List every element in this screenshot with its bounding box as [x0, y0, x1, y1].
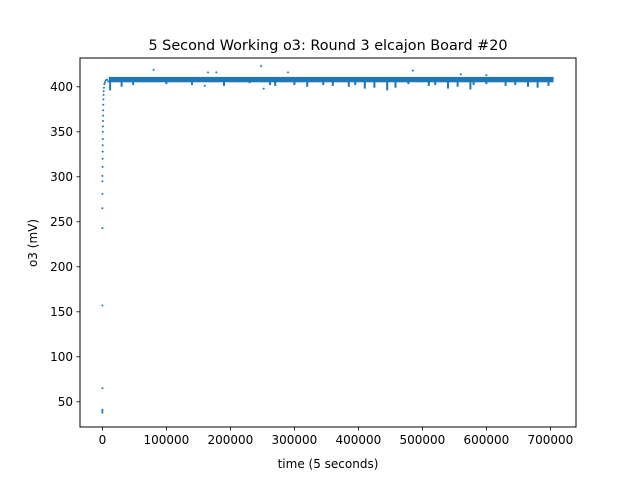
data-point	[105, 78, 108, 81]
data-point	[287, 71, 289, 74]
data-point	[260, 65, 263, 68]
data-point	[101, 387, 104, 390]
data-point	[101, 411, 104, 414]
x-tick-label: 700000	[527, 433, 573, 447]
x-tick-label: 300000	[271, 433, 317, 447]
data-point	[101, 408, 104, 411]
data-point	[101, 165, 104, 168]
x-axis-ticks: 0 100000 200000 300000 400000 500000 600000 700…	[99, 427, 573, 447]
axes-frame	[79, 57, 577, 428]
data-point	[207, 71, 209, 74]
x-tick-label: 600000	[463, 433, 509, 447]
data-point	[101, 174, 104, 177]
data-point	[102, 109, 105, 112]
data-point	[411, 69, 414, 72]
data-point	[101, 192, 104, 195]
x-tick-label: 200000	[207, 433, 253, 447]
chart-title: 5 Second Working o3: Round 3 elcajon Boa…	[148, 38, 507, 54]
data-band	[108, 76, 554, 83]
data-point	[101, 150, 104, 153]
data-point	[109, 77, 112, 80]
data-point	[101, 125, 104, 128]
data-point	[101, 138, 104, 140]
data-point	[102, 86, 105, 89]
x-tick-label: 100000	[143, 433, 189, 447]
y-tick-label: 150	[50, 305, 73, 319]
data-point	[459, 73, 462, 76]
data-point	[101, 157, 104, 160]
data-point	[101, 120, 104, 122]
y-tick-label: 400	[50, 80, 73, 94]
data-point	[152, 68, 155, 71]
x-tick-label: 400000	[335, 433, 381, 447]
y-tick-label: 100	[50, 350, 73, 364]
data-point	[103, 81, 106, 84]
y-tick-label: 250	[50, 215, 73, 229]
data-point	[101, 144, 104, 147]
data-point	[101, 130, 104, 133]
data-point	[107, 80, 110, 83]
data-point	[102, 103, 105, 106]
data-point	[101, 304, 104, 307]
data-point	[102, 98, 105, 101]
data-point	[101, 227, 104, 230]
data-point	[485, 74, 488, 77]
data-point	[102, 93, 105, 96]
y-tick-label: 300	[50, 170, 73, 184]
data-point	[203, 84, 206, 87]
data-point	[103, 83, 106, 86]
plot-area	[101, 65, 554, 414]
y-tick-label: 350	[50, 125, 73, 139]
data-point	[262, 87, 265, 90]
data-point	[101, 180, 104, 183]
x-axis-label: time (5 seconds)	[278, 457, 379, 471]
data-point	[215, 71, 218, 74]
x-tick-label: 500000	[399, 433, 445, 447]
x-tick-label: 0	[99, 433, 107, 447]
y-tick-label: 50	[58, 395, 73, 409]
data-point	[102, 90, 105, 93]
y-axis-ticks: 50 100 150 200 250 300 350 400	[50, 80, 80, 409]
y-tick-label: 200	[50, 260, 73, 274]
data-point	[101, 207, 104, 210]
data-point	[102, 114, 105, 117]
y-axis-label: o3 (mV)	[26, 219, 40, 267]
